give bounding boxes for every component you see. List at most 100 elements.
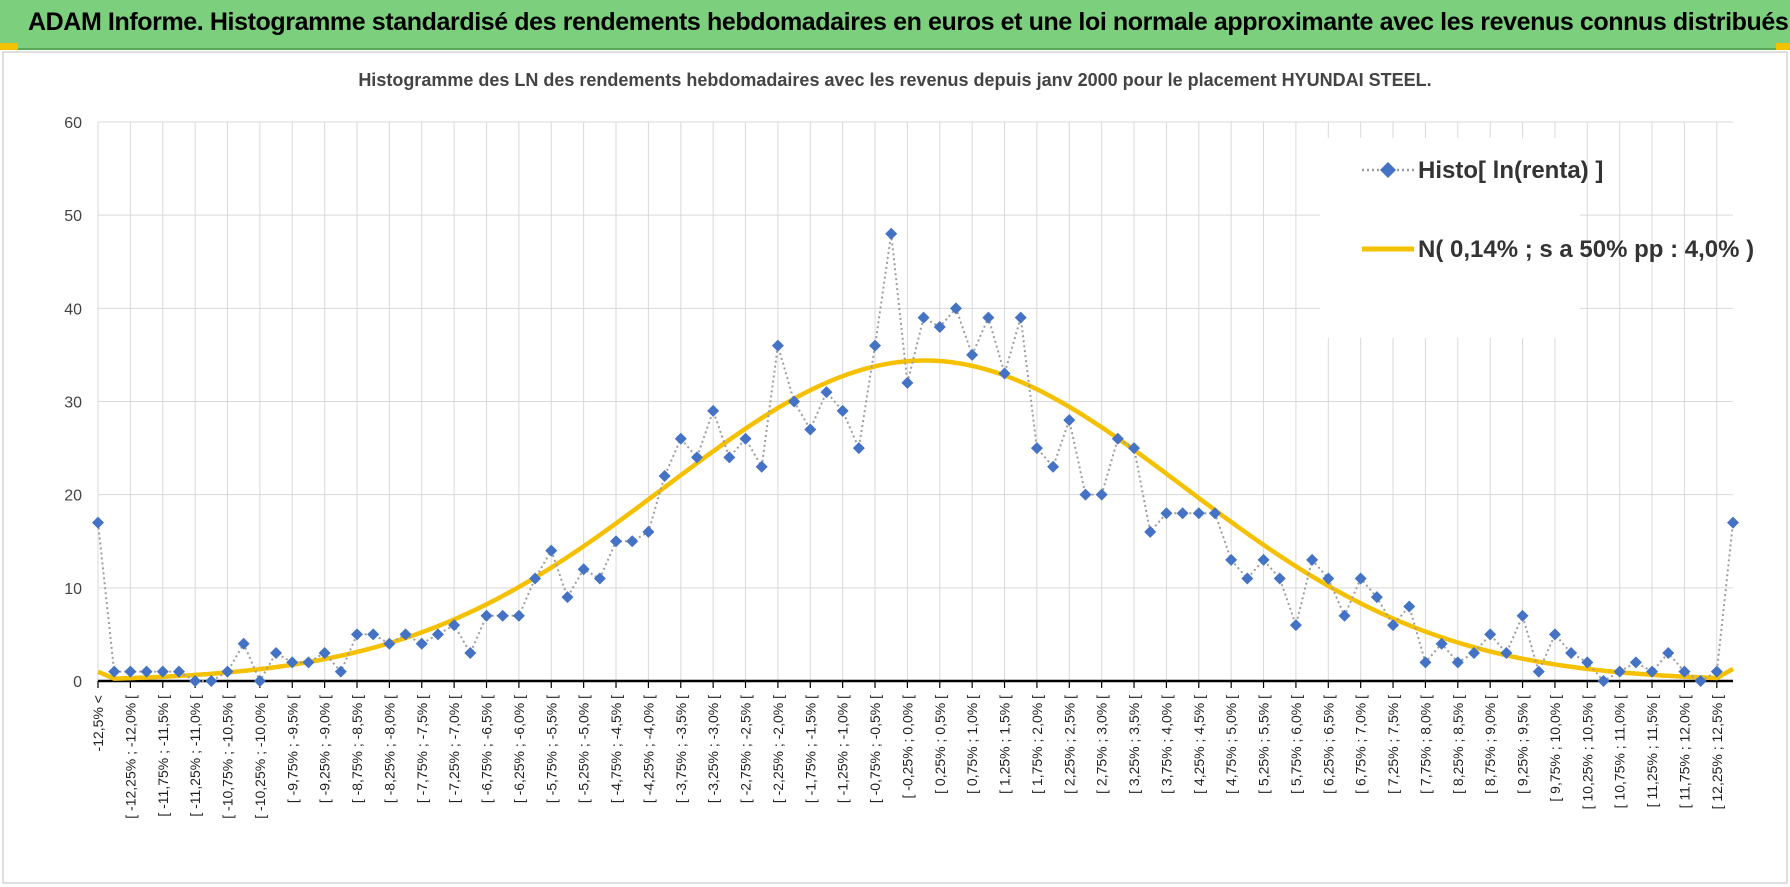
histogram-point bbox=[1354, 572, 1367, 585]
x-tick-label: [ -10,75% ; -10,5% [ bbox=[220, 695, 236, 819]
x-tick-label: [ -12,25% ; -12,0% [ bbox=[122, 695, 138, 819]
x-tick-label: [ -7,25% ; -7,0% [ bbox=[446, 695, 462, 803]
histogram-point bbox=[771, 339, 784, 352]
x-tick-label: [ -11,25% ; -11,0% [ bbox=[187, 695, 203, 817]
histogram-point bbox=[1289, 619, 1302, 632]
x-tick-label: [ -6,75% ; -6,5% [ bbox=[479, 695, 495, 803]
histogram-point bbox=[966, 348, 979, 361]
histogram-point bbox=[1128, 442, 1141, 455]
histogram-point bbox=[237, 637, 250, 650]
x-tick-label: [ 9,75% ; 10,0% [ bbox=[1547, 695, 1563, 802]
histogram-point bbox=[529, 572, 542, 585]
x-tick-label: [ -7,75% ; -7,5% [ bbox=[414, 695, 430, 803]
x-tick-label: -12,5% < bbox=[90, 695, 106, 751]
x-tick-label: [ 12,25% ; 12,5% [ bbox=[1709, 695, 1725, 810]
histogram-point bbox=[448, 619, 461, 632]
legend-histo-marker bbox=[1380, 162, 1396, 178]
histogram-point bbox=[545, 544, 558, 557]
x-tick-label: [ -6,25% ; -6,0% [ bbox=[511, 695, 527, 803]
histogram-point bbox=[1451, 656, 1464, 669]
x-tick-label: [ 6,75% ; 7,0% [ bbox=[1353, 695, 1369, 794]
histogram-point bbox=[626, 535, 639, 548]
histogram-point bbox=[1662, 647, 1675, 660]
histogram-point bbox=[1144, 525, 1157, 538]
legend-background bbox=[1320, 138, 1580, 338]
x-tick-label: [ 11,25% ; 11,5% [ bbox=[1644, 695, 1660, 807]
x-tick-label: [ 7,75% ; 8,0% [ bbox=[1417, 695, 1433, 794]
chart-frame: Histogramme des LN des rendements hebdom… bbox=[0, 50, 1790, 887]
histogram-point bbox=[1176, 507, 1189, 520]
x-tick-label: [ 6,25% ; 6,5% [ bbox=[1320, 695, 1336, 794]
histogram-point bbox=[1014, 311, 1027, 324]
histogram-point bbox=[1710, 665, 1723, 678]
histogram-point bbox=[1581, 656, 1594, 669]
histogram-point bbox=[1694, 675, 1707, 687]
histogram-point bbox=[480, 609, 493, 622]
histogram-point bbox=[1484, 628, 1497, 641]
histogram-point bbox=[1500, 647, 1513, 660]
x-tick-label: [ 4,25% ; 4,5% [ bbox=[1191, 695, 1207, 794]
x-tick-label: [ 0,25% ; 0,5% [ bbox=[932, 695, 948, 794]
x-tick-label: [ -0,75% ; -0,5% [ bbox=[867, 695, 883, 803]
histogram-point bbox=[92, 516, 104, 529]
histogram-point bbox=[804, 423, 817, 436]
histogram-point bbox=[917, 311, 930, 324]
x-tick-label: [ 10,75% ; 11,0% [ bbox=[1612, 695, 1628, 808]
histogram-point bbox=[464, 647, 477, 660]
histogram-point bbox=[723, 451, 736, 464]
histogram-point bbox=[1467, 647, 1480, 660]
x-tick-label: [ 9,25% ; 9,5% [ bbox=[1515, 695, 1531, 794]
x-tick-label: [ -9,75% ; -9,5% [ bbox=[284, 695, 300, 803]
x-tick-label: [ 1,25% ; 1,5% [ bbox=[997, 695, 1013, 794]
x-tick-label: [ 5,25% ; 5,5% [ bbox=[1256, 695, 1272, 794]
x-tick-label: [ -11,75% ; -11,5% [ bbox=[155, 695, 171, 817]
histogram-point bbox=[286, 656, 299, 669]
histogram-point bbox=[949, 302, 962, 315]
histogram-point bbox=[1273, 572, 1286, 585]
histogram-point bbox=[1225, 553, 1238, 566]
histogram-point bbox=[836, 404, 849, 417]
x-tick-labels: -12,5% < [ -12,25% ; -12,0% [ [ -11,75% ; … bbox=[90, 695, 1725, 819]
histogram-point bbox=[1516, 609, 1529, 622]
histogram-point bbox=[1160, 507, 1173, 520]
histogram-point bbox=[610, 535, 623, 548]
x-tick-label: [ 4,75% ; 5,0% [ bbox=[1223, 695, 1239, 794]
x-tick-label: [ -10,25% ; -10,0% [ bbox=[252, 695, 268, 819]
x-tick-label: [ 8,25% ; 8,5% [ bbox=[1450, 695, 1466, 794]
x-tick-label: [ -1,25% ; -1,0% [ bbox=[835, 695, 851, 803]
histogram-point bbox=[1111, 432, 1124, 445]
histogram-point bbox=[1306, 553, 1319, 566]
y-tick-label: 30 bbox=[64, 395, 82, 412]
grid-layer bbox=[97, 121, 1733, 681]
x-tick-label: [ -3,25% ; -3,0% [ bbox=[705, 695, 721, 803]
histogram-point bbox=[415, 637, 428, 650]
x-tick-label: [ -3,75% ; -3,5% [ bbox=[673, 695, 689, 803]
histogram-point bbox=[302, 656, 315, 669]
x-tick-label: [ 2,75% ; 3,0% [ bbox=[1094, 695, 1110, 794]
histogram-point bbox=[367, 628, 380, 641]
banner-accent-right bbox=[1776, 43, 1790, 50]
histogram-point bbox=[1241, 572, 1254, 585]
histogram-point bbox=[820, 386, 833, 399]
histogram-point bbox=[755, 460, 768, 473]
histogram-point bbox=[334, 665, 347, 678]
histogram-point bbox=[318, 647, 331, 660]
histogram-point bbox=[1370, 591, 1383, 604]
chart-legend: Histo[ ln(renta) ] N( 0,14% ; s a 50% pp… bbox=[1320, 138, 1754, 338]
histogram-point bbox=[1387, 619, 1400, 632]
x-tick-label: [ 3,25% ; 3,5% [ bbox=[1126, 695, 1142, 794]
x-tick-label: [ 7,25% ; 7,5% [ bbox=[1385, 695, 1401, 794]
histogram-point bbox=[1063, 414, 1076, 427]
histogram-point bbox=[172, 665, 185, 678]
chart-title: Histogramme des LN des rendements hebdom… bbox=[358, 70, 1431, 90]
histogram-point bbox=[1678, 665, 1691, 678]
histogram-point bbox=[690, 451, 703, 464]
x-tick-label: [ 1,75% ; 2,0% [ bbox=[1029, 695, 1045, 794]
histogram-point bbox=[108, 665, 121, 678]
x-tick-label: [ -1,75% ; -1,5% [ bbox=[802, 695, 818, 803]
histogram-point bbox=[1646, 665, 1659, 678]
histogram-point bbox=[1338, 609, 1351, 622]
histogram-point bbox=[1597, 675, 1610, 687]
x-tick-label: [ -8,25% ; -8,0% [ bbox=[381, 695, 397, 803]
x-tick-label: [ 11,75% ; 12,0% [ bbox=[1676, 695, 1692, 808]
